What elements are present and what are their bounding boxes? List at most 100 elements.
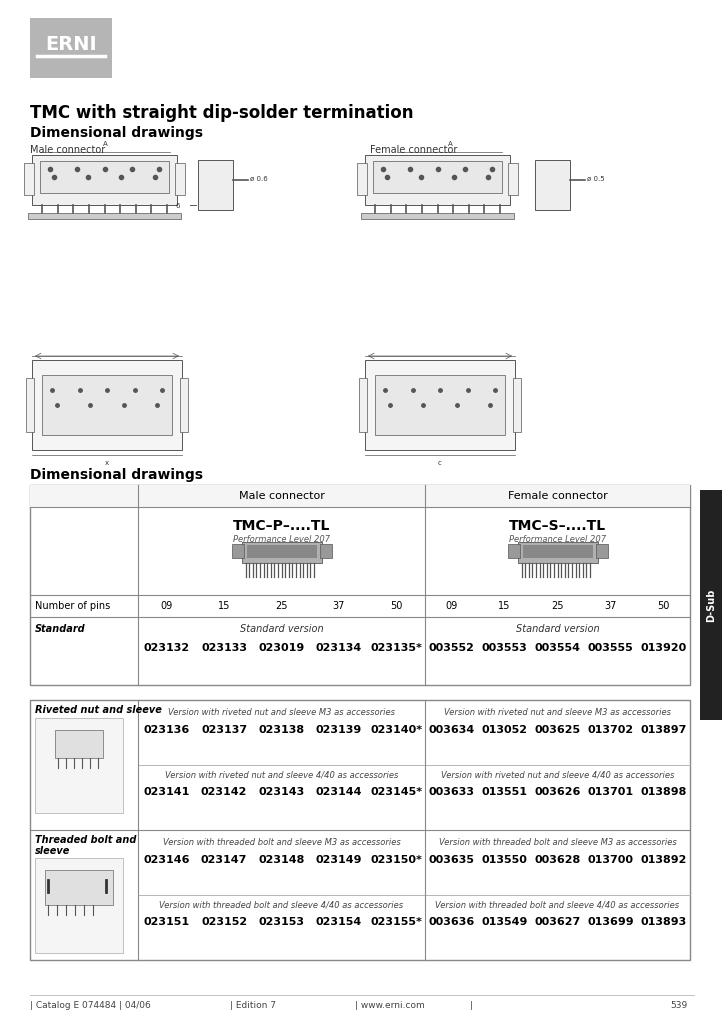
Text: | Edition 7: | Edition 7 (230, 1000, 276, 1010)
Text: sleeve: sleeve (35, 846, 70, 856)
Text: ø 0.5: ø 0.5 (587, 176, 605, 182)
Bar (242, 542, 321, 563)
Text: 023149: 023149 (316, 855, 362, 865)
Text: 003635: 003635 (429, 855, 474, 865)
Bar (700, 490, 722, 720)
Text: 003634: 003634 (429, 725, 475, 735)
Text: 023148: 023148 (258, 855, 305, 865)
Text: Version with riveted nut and sleeve M3 as accessories: Version with riveted nut and sleeve M3 a… (444, 708, 671, 717)
Bar (535, 160, 570, 210)
Text: A: A (447, 141, 452, 147)
Text: 023139: 023139 (316, 725, 362, 735)
Text: 023152: 023152 (201, 918, 247, 927)
Text: 003633: 003633 (429, 787, 474, 797)
Bar (45, 870, 113, 905)
Text: Standard version: Standard version (240, 624, 324, 634)
Text: 023150*: 023150* (371, 855, 422, 865)
Bar (35, 718, 123, 813)
Text: 023151: 023151 (143, 918, 190, 927)
Text: 013549: 013549 (481, 918, 528, 927)
Bar (180, 378, 188, 432)
Text: 013052: 013052 (481, 725, 528, 735)
Text: Riveted nut and sleeve: Riveted nut and sleeve (35, 705, 162, 715)
Bar (198, 160, 233, 210)
Text: Version with threaded bolt and sleeve 4/40 as accessories: Version with threaded bolt and sleeve 4/… (159, 900, 403, 909)
Bar (232, 544, 243, 558)
Text: Standard: Standard (35, 624, 85, 634)
Text: 013892: 013892 (640, 855, 686, 865)
Text: 003552: 003552 (429, 643, 474, 653)
Text: 013897: 013897 (640, 725, 686, 735)
Text: |: | (470, 1000, 473, 1010)
Text: Performance Level 207: Performance Level 207 (233, 535, 330, 544)
Bar (26, 378, 34, 432)
Text: 023135*: 023135* (371, 643, 422, 653)
Text: 023154: 023154 (316, 918, 362, 927)
Bar (373, 161, 502, 193)
Text: 003554: 003554 (534, 643, 581, 653)
Text: 003626: 003626 (534, 787, 581, 797)
Text: 023140*: 023140* (370, 725, 422, 735)
Bar (30, 485, 690, 507)
Bar (508, 163, 518, 195)
Text: c: c (438, 460, 442, 466)
Text: 09: 09 (161, 601, 173, 611)
Text: 37: 37 (333, 601, 345, 611)
Bar (246, 545, 316, 558)
Text: Standard version: Standard version (515, 624, 599, 634)
Text: Version with threaded bolt and sleeve M3 as accessories: Version with threaded bolt and sleeve M3… (163, 838, 400, 847)
Text: 6: 6 (176, 203, 180, 209)
Text: 15: 15 (218, 601, 230, 611)
Text: 023155*: 023155* (371, 918, 422, 927)
Text: 023144: 023144 (316, 787, 362, 797)
Bar (30, 18, 112, 78)
Bar (596, 544, 607, 558)
Text: Version with riveted nut and sleeve 4/40 as accessories: Version with riveted nut and sleeve 4/40… (441, 770, 674, 779)
Text: TMC–S–....TL: TMC–S–....TL (509, 519, 606, 534)
Text: 539: 539 (670, 1000, 687, 1010)
Bar (359, 378, 367, 432)
Bar (518, 542, 597, 563)
Text: Performance Level 207: Performance Level 207 (509, 535, 606, 544)
Text: 023132: 023132 (143, 643, 190, 653)
Text: 003627: 003627 (534, 918, 581, 927)
Text: 50: 50 (657, 601, 670, 611)
Bar (28, 213, 181, 218)
Text: Number of pins: Number of pins (35, 601, 110, 611)
Text: 023019: 023019 (258, 643, 305, 653)
Text: 003553: 003553 (481, 643, 527, 653)
Bar (30, 485, 690, 685)
Text: 003625: 003625 (534, 725, 581, 735)
Text: 37: 37 (605, 601, 617, 611)
Bar (32, 155, 177, 205)
Text: 023138: 023138 (258, 725, 305, 735)
Bar (55, 730, 103, 758)
Text: Version with riveted nut and sleeve M3 as accessories: Version with riveted nut and sleeve M3 a… (168, 708, 395, 717)
Text: Male connector: Male connector (239, 490, 324, 501)
Text: TMC–P–....TL: TMC–P–....TL (233, 519, 330, 534)
Text: D-Sub: D-Sub (706, 589, 716, 622)
Text: 013893: 013893 (640, 918, 686, 927)
Bar (508, 544, 520, 558)
Text: Version with riveted nut and sleeve 4/40 as accessories: Version with riveted nut and sleeve 4/40… (165, 770, 398, 779)
Text: Dimensional drawings: Dimensional drawings (30, 126, 203, 140)
Text: 023145*: 023145* (370, 787, 422, 797)
Bar (365, 360, 515, 450)
Bar (24, 163, 34, 195)
Text: Female connector: Female connector (508, 490, 607, 501)
Text: 023137: 023137 (201, 725, 247, 735)
Text: 023141: 023141 (143, 787, 190, 797)
Text: 023142: 023142 (201, 787, 248, 797)
Text: 013699: 013699 (587, 918, 634, 927)
Text: 013700: 013700 (587, 855, 634, 865)
Text: 003628: 003628 (534, 855, 581, 865)
Bar (35, 858, 123, 953)
Text: 013551: 013551 (481, 787, 528, 797)
Text: 013898: 013898 (640, 787, 686, 797)
Text: 09: 09 (445, 601, 458, 611)
Bar (357, 163, 367, 195)
Bar (361, 213, 514, 218)
Bar (523, 545, 592, 558)
Text: 023133: 023133 (201, 643, 247, 653)
Text: 003555: 003555 (588, 643, 634, 653)
